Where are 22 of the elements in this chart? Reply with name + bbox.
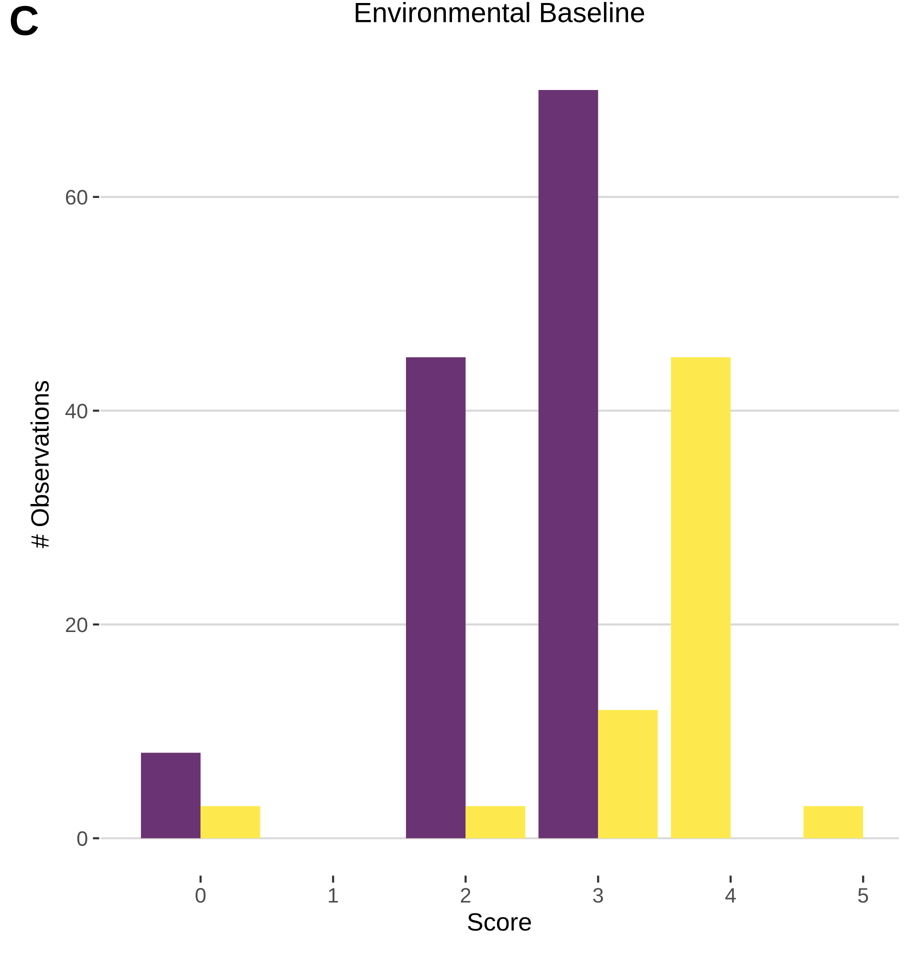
bar [140,752,201,838]
chart-title: Environmental Baseline [356,2,644,22]
x-tick-label: 0 [196,888,206,903]
bar [466,806,526,838]
bar [804,806,864,838]
y-tick-label: 0 [77,831,88,846]
x-tick-label: 1 [328,888,338,903]
bar [598,710,658,838]
bar [200,806,260,838]
text: C [10,6,38,36]
x-tick-label: 3 [593,888,603,903]
y-tick-label: 20 [66,617,88,632]
y-axis-title: # Observations [30,380,49,548]
y-tick-label: 60 [66,190,88,205]
x-tick-label: 2 [460,888,470,903]
bar [538,90,598,838]
x-axis-title: Score [468,913,531,931]
x-tick-label: 5 [858,888,868,903]
x-tick-label: 4 [725,888,736,903]
bar [671,357,731,838]
bar [406,357,466,838]
y-tick-label: 40 [65,404,88,418]
